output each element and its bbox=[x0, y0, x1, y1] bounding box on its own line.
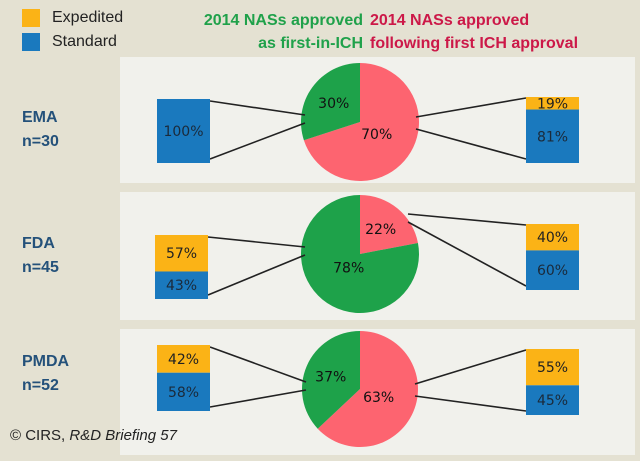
agency-label-fda: FDA n=45 bbox=[22, 232, 112, 280]
following-standard-label: 81% bbox=[537, 129, 568, 145]
connector-line bbox=[209, 100, 306, 116]
header-line: as first-in-ICH bbox=[258, 35, 363, 52]
pie-slice-first-in-ich bbox=[301, 62, 360, 141]
following-expedited-label: 19% bbox=[537, 96, 568, 112]
connector-line bbox=[414, 349, 527, 385]
first-in-ich-standard-bar bbox=[155, 271, 208, 299]
pie-slice-first-in-ich bbox=[301, 331, 360, 429]
connector-line bbox=[207, 254, 306, 296]
pie-label-first-in-ich: 30% bbox=[318, 96, 349, 112]
pie-label-following: 70% bbox=[361, 127, 392, 143]
first-in-ich-standard-bar bbox=[157, 99, 210, 163]
first-in-ich-standard-bar bbox=[157, 372, 210, 411]
expedited-swatch bbox=[22, 9, 40, 27]
following-expedited-bar bbox=[526, 224, 579, 251]
footer-copyright: © CIRS, bbox=[10, 427, 70, 444]
following-standard-label: 60% bbox=[537, 263, 568, 279]
pie-label-first-in-ich: 37% bbox=[315, 369, 346, 385]
agency-name: PMDA bbox=[22, 353, 70, 370]
legend-item-standard: Standard bbox=[22, 30, 123, 54]
header-line: 2014 NASs approved bbox=[370, 12, 530, 29]
agency-n: n=30 bbox=[22, 133, 59, 150]
connector-line bbox=[407, 221, 527, 287]
following-standard-bar bbox=[526, 109, 579, 163]
header-first-in-ich: 2014 NASs approved as first-in-ICH bbox=[170, 9, 363, 55]
pie-label-following: 22% bbox=[365, 222, 396, 238]
legend-label: Standard bbox=[52, 33, 117, 50]
following-expedited-bar bbox=[526, 349, 579, 386]
legend-label: Expedited bbox=[52, 9, 124, 26]
first-in-ich-standard-label: 58% bbox=[168, 385, 199, 401]
following-standard-label: 45% bbox=[537, 393, 568, 409]
header-line: 2014 NASs approved bbox=[203, 12, 363, 29]
pie-slice-first-in-ich bbox=[301, 195, 420, 313]
header-following-ich: 2014 NASs approved following first ICH a… bbox=[370, 9, 578, 55]
first-in-ich-expedited-bar bbox=[157, 345, 210, 373]
connector-line bbox=[415, 97, 527, 118]
legend: Expedited Standard bbox=[22, 6, 123, 54]
connector-line bbox=[207, 236, 306, 248]
agency-label-ema: EMA n=30 bbox=[22, 106, 112, 154]
pie-label-first-in-ich: 78% bbox=[333, 261, 364, 277]
following-expedited-label: 40% bbox=[537, 230, 568, 246]
pie-slice-following bbox=[317, 331, 418, 447]
pie-label-following: 63% bbox=[363, 390, 394, 406]
footer-source: R&D Briefing 57 bbox=[69, 427, 177, 444]
pie-slice-following bbox=[303, 63, 420, 181]
first-in-ich-standard-label: 100% bbox=[163, 124, 203, 140]
header-line: following first ICH approval bbox=[370, 35, 579, 52]
first-in-ich-expedited-label: 42% bbox=[168, 352, 199, 368]
connector-line bbox=[209, 122, 306, 160]
agency-name: EMA bbox=[22, 109, 58, 126]
connector-line bbox=[414, 395, 527, 412]
first-in-ich-expedited-bar bbox=[155, 235, 208, 272]
agency-label-pmda: PMDA n=52 bbox=[22, 350, 112, 398]
agency-n: n=52 bbox=[22, 377, 59, 394]
first-in-ich-expedited-label: 57% bbox=[166, 246, 197, 262]
agency-n: n=45 bbox=[22, 259, 59, 276]
connector-line bbox=[415, 128, 527, 160]
following-standard-bar bbox=[526, 250, 579, 290]
agency-name: FDA bbox=[22, 235, 55, 252]
following-standard-bar bbox=[526, 385, 579, 415]
footer-credit: © CIRS, R&D Briefing 57 bbox=[10, 427, 177, 444]
connector-line bbox=[209, 389, 307, 408]
first-in-ich-standard-label: 43% bbox=[166, 278, 197, 294]
following-expedited-bar bbox=[526, 97, 579, 110]
legend-item-expedited: Expedited bbox=[22, 6, 123, 30]
standard-swatch bbox=[22, 33, 40, 51]
following-expedited-label: 55% bbox=[537, 360, 568, 376]
connector-line bbox=[209, 346, 307, 383]
connector-line bbox=[407, 213, 527, 226]
pie-slice-following bbox=[360, 195, 418, 254]
